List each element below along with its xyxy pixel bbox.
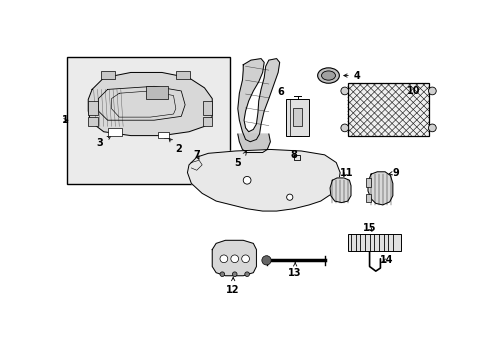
Text: 7: 7 [193, 150, 200, 160]
Text: 4: 4 [343, 71, 360, 81]
Bar [88, 117, 97, 126]
Text: 14: 14 [379, 255, 392, 265]
Circle shape [243, 176, 250, 184]
Text: 10: 10 [406, 86, 420, 96]
Bar [88, 101, 97, 115]
Bar [67, 57, 230, 184]
Polygon shape [187, 149, 340, 211]
Circle shape [232, 272, 237, 276]
Circle shape [241, 255, 249, 263]
Circle shape [261, 256, 270, 265]
Text: 6: 6 [277, 87, 283, 98]
Bar [347, 234, 400, 251]
Bar [203, 101, 212, 115]
Circle shape [220, 255, 227, 263]
Bar [203, 117, 212, 126]
Circle shape [427, 87, 435, 95]
Text: 3: 3 [96, 136, 110, 148]
Bar [101, 71, 115, 78]
Bar [158, 132, 168, 138]
Bar [366, 194, 370, 202]
Ellipse shape [317, 68, 339, 83]
Circle shape [220, 272, 224, 276]
Text: 8: 8 [289, 150, 296, 160]
Text: 15: 15 [362, 223, 376, 233]
Circle shape [427, 124, 435, 132]
Text: 11: 11 [339, 167, 352, 177]
Bar [107, 128, 122, 136]
Text: 1: 1 [61, 115, 68, 125]
Polygon shape [367, 172, 392, 205]
Circle shape [286, 194, 292, 200]
Bar [292, 108, 302, 126]
Polygon shape [237, 134, 270, 153]
Bar [285, 99, 308, 136]
Polygon shape [329, 178, 350, 203]
Circle shape [340, 124, 348, 132]
Text: 2: 2 [169, 138, 182, 154]
Text: 5: 5 [234, 152, 246, 167]
Polygon shape [212, 240, 256, 276]
Bar [146, 86, 168, 99]
Circle shape [244, 272, 249, 276]
Text: 12: 12 [226, 278, 240, 294]
Circle shape [340, 87, 348, 95]
Circle shape [230, 255, 238, 263]
Ellipse shape [321, 71, 335, 80]
Text: 13: 13 [288, 262, 301, 278]
Text: 9: 9 [388, 167, 399, 177]
Bar [347, 83, 428, 136]
Bar [176, 71, 189, 78]
Polygon shape [237, 59, 279, 142]
Polygon shape [88, 72, 212, 136]
Bar [366, 178, 370, 187]
